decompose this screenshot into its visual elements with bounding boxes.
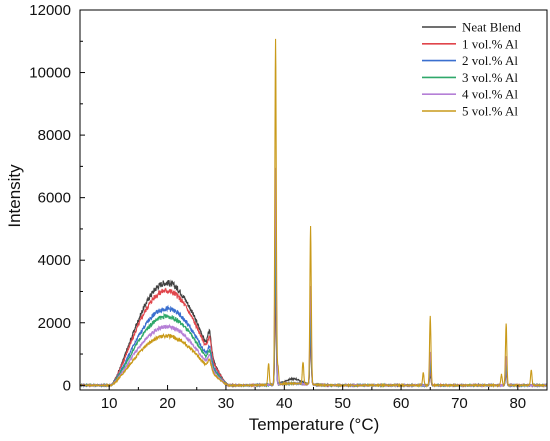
x-tick-label: 30	[218, 395, 235, 412]
x-tick-label: 50	[334, 395, 351, 412]
y-tick-label: 4000	[38, 252, 71, 269]
series-line-6	[79, 38, 548, 388]
legend-label: Neat Blend	[462, 20, 521, 35]
y-tick-label: 12000	[29, 2, 71, 19]
x-tick-label: 10	[101, 395, 118, 412]
x-axis-title: Temperature (°C)	[249, 415, 380, 434]
y-tick-label: 10000	[29, 65, 71, 82]
legend-label: 4 vol.% Al	[462, 87, 518, 102]
x-tick-label: 60	[393, 395, 410, 412]
x-tick-label: 80	[509, 395, 526, 412]
legend-label: 2 vol.% Al	[462, 53, 518, 68]
y-tick-label: 2000	[38, 315, 71, 332]
y-tick-label: 0	[63, 377, 71, 394]
legend-label: 1 vol.% Al	[462, 36, 518, 51]
x-tick-label: 20	[159, 395, 176, 412]
x-tick-label: 70	[451, 395, 468, 412]
x-tick-label: 40	[276, 395, 293, 412]
axes-layer: 10 20 30 40 50 60 70 80 0 2000 4000 6000 8000 10000 12…	[29, 2, 548, 412]
y-tick-label: 6000	[38, 190, 71, 207]
legend-label: 3 vol.% Al	[462, 70, 518, 85]
y-tick-label: 8000	[38, 127, 71, 144]
series-layer	[79, 38, 548, 389]
legend-label: 5 vol.% Al	[462, 104, 518, 119]
y-axis-title: Intensity	[5, 164, 24, 228]
